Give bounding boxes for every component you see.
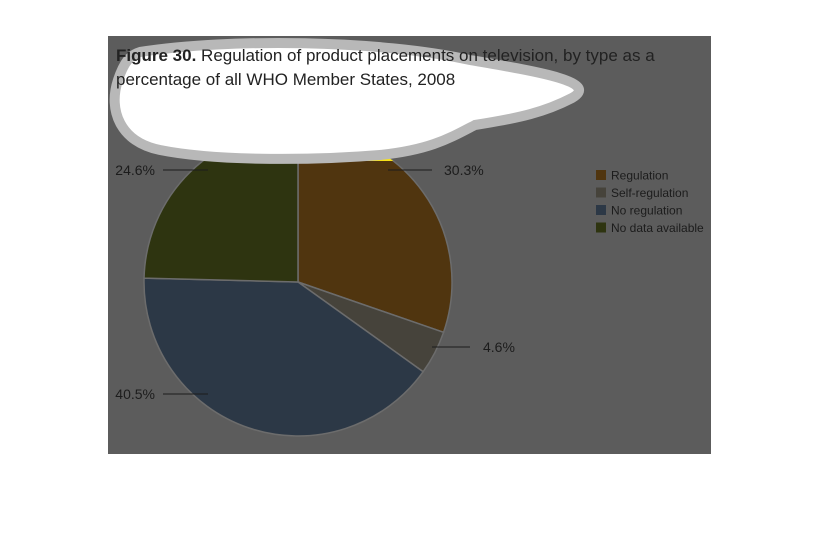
legend-swatch-self-regulation <box>596 187 606 198</box>
slice-label-regulation: 30.3% <box>444 162 484 178</box>
slice-label-no-regulation: 40.5% <box>115 386 155 402</box>
slice-label-no-data-available: 24.6% <box>115 162 155 178</box>
legend-entry-no-regulation: No regulation <box>611 204 682 218</box>
legend-entry-regulation: Regulation <box>611 169 668 183</box>
slice-labels: 30.3% 4.6% 40.5% 24.6% <box>115 162 515 402</box>
slice-label-self-regulation: 4.6% <box>483 339 515 355</box>
legend-entry-self-regulation: Self-regulation <box>611 186 688 200</box>
pie-slices <box>143 127 453 437</box>
highlight-overlay <box>109 37 584 164</box>
legend: Regulation Self-regulation No regulation No… <box>596 169 704 235</box>
legend-swatch-no-data-available <box>596 222 606 233</box>
figure-title-text: Regulation of product placements on tele… <box>116 46 655 89</box>
legend-swatch-regulation <box>596 170 606 180</box>
legend-swatch-no-regulation <box>596 205 606 215</box>
legend-entry-no-data-available: No data available <box>611 221 704 235</box>
chart-title: Figure 30. Regulation of product placeme… <box>116 44 676 92</box>
figure-label: Figure 30. <box>116 46 197 65</box>
pie-slice-no-regulation <box>143 277 425 437</box>
white-highlight-blob <box>109 37 584 164</box>
